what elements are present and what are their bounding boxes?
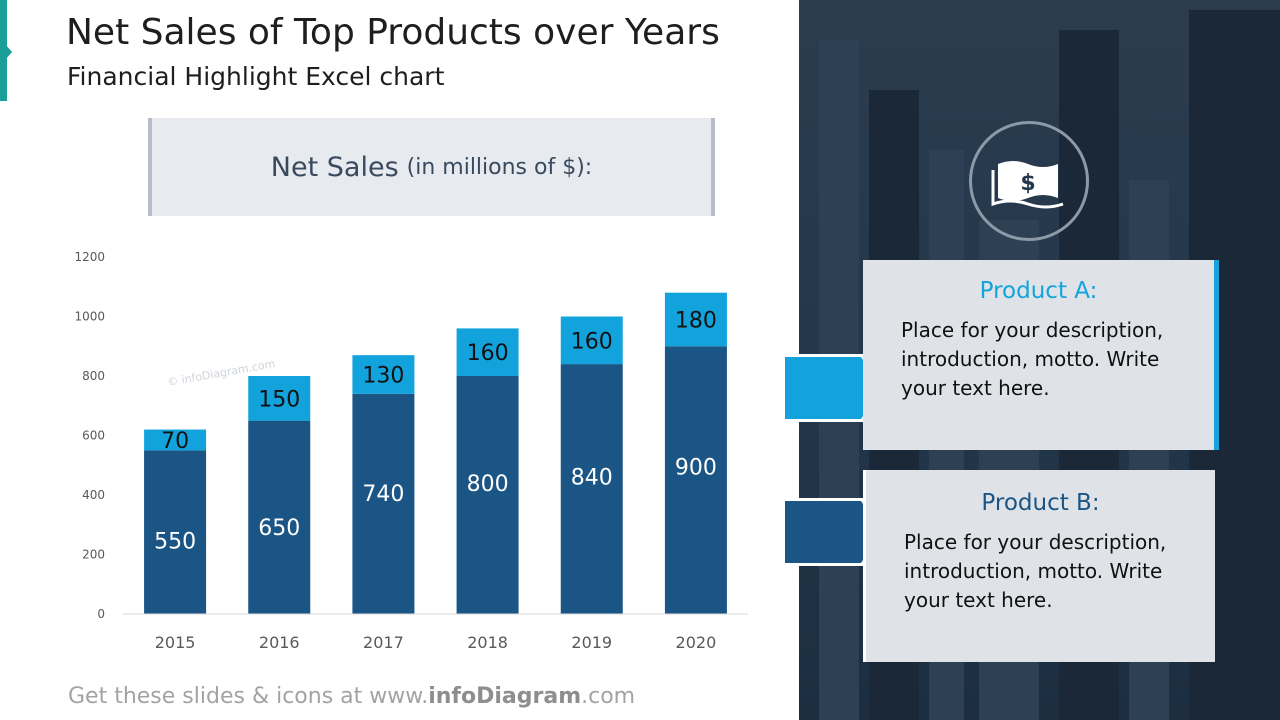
data-label: 650: [258, 516, 300, 541]
y-tick-label: 0: [97, 607, 105, 621]
product-a-title: Product A:: [979, 278, 1098, 304]
bar-segment-base: [352, 393, 415, 614]
data-label: 550: [154, 529, 196, 554]
footer-prefix: Get these slides & icons at www.: [68, 684, 429, 709]
x-tick-label: 2016: [259, 633, 300, 652]
bar-segment-top: [664, 292, 727, 347]
x-tick-label: 2020: [676, 633, 717, 652]
y-tick-label: 1000: [74, 310, 105, 324]
net-sales-header-box: Net Sales (in millions of $):: [148, 118, 715, 216]
y-tick-label: 200: [82, 548, 105, 562]
bar-segment-top: [456, 328, 519, 376]
dollar-glyph: $: [1020, 171, 1035, 196]
y-tick-label: 1200: [74, 250, 105, 264]
y-tick-label: 400: [82, 488, 105, 502]
money-icon-circle: $: [969, 121, 1089, 241]
product-a-description: Place for your description, introduction…: [901, 318, 1164, 400]
y-tick-label: 800: [82, 369, 105, 383]
product-b-card: Product B: Place for your description, i…: [863, 470, 1215, 662]
data-label: 130: [362, 364, 404, 389]
slide-title: Net Sales of Top Products over Years: [66, 12, 720, 53]
bar-segment-top: [144, 429, 207, 451]
data-label: 180: [675, 308, 717, 333]
accent-notch: [0, 38, 12, 66]
x-tick-label: 2017: [363, 633, 404, 652]
footer-suffix: .com: [581, 684, 636, 709]
data-label: 150: [258, 387, 300, 412]
data-label: 800: [467, 472, 509, 497]
bar-segment-top: [560, 316, 623, 365]
stacked-bar-chart: © infoDiagram.com02004006008001000120055…: [74, 250, 748, 652]
data-label: 160: [571, 329, 613, 354]
product-b-arrow: [783, 498, 886, 566]
product-a-card: Product A: Place for your description, i…: [863, 260, 1219, 450]
x-tick-label: 2019: [571, 633, 612, 652]
y-tick-label: 600: [82, 429, 105, 443]
net-sales-label: Net Sales: [270, 151, 399, 183]
bar-segment-top: [248, 376, 311, 421]
product-b-description: Place for your description, introduction…: [904, 530, 1167, 612]
data-label: 840: [571, 466, 613, 491]
data-label: 740: [362, 482, 404, 507]
bar-segment-base: [560, 364, 623, 614]
data-label: 70: [161, 429, 189, 454]
product-b-title: Product B:: [981, 490, 1100, 516]
net-sales-unit: (in millions of $):: [406, 154, 593, 180]
bar-segment-base: [144, 450, 207, 614]
data-label: 900: [675, 456, 717, 481]
x-tick-label: 2018: [467, 633, 508, 652]
bar-segment-base: [456, 376, 519, 614]
money-bill-icon: $: [991, 161, 1064, 209]
product-a-arrow: [783, 354, 886, 422]
bar-segment-top: [352, 355, 415, 394]
x-tick-label: 2015: [155, 633, 196, 652]
data-label: 160: [467, 341, 509, 366]
bar-segment-base: [248, 420, 311, 614]
bar-segment-base: [664, 346, 727, 614]
footer-credit[interactable]: Get these slides & icons at www.infoDiag…: [68, 684, 635, 709]
slide-subtitle: Financial Highlight Excel chart: [67, 62, 445, 91]
footer-brand: infoDiagram: [428, 684, 582, 709]
